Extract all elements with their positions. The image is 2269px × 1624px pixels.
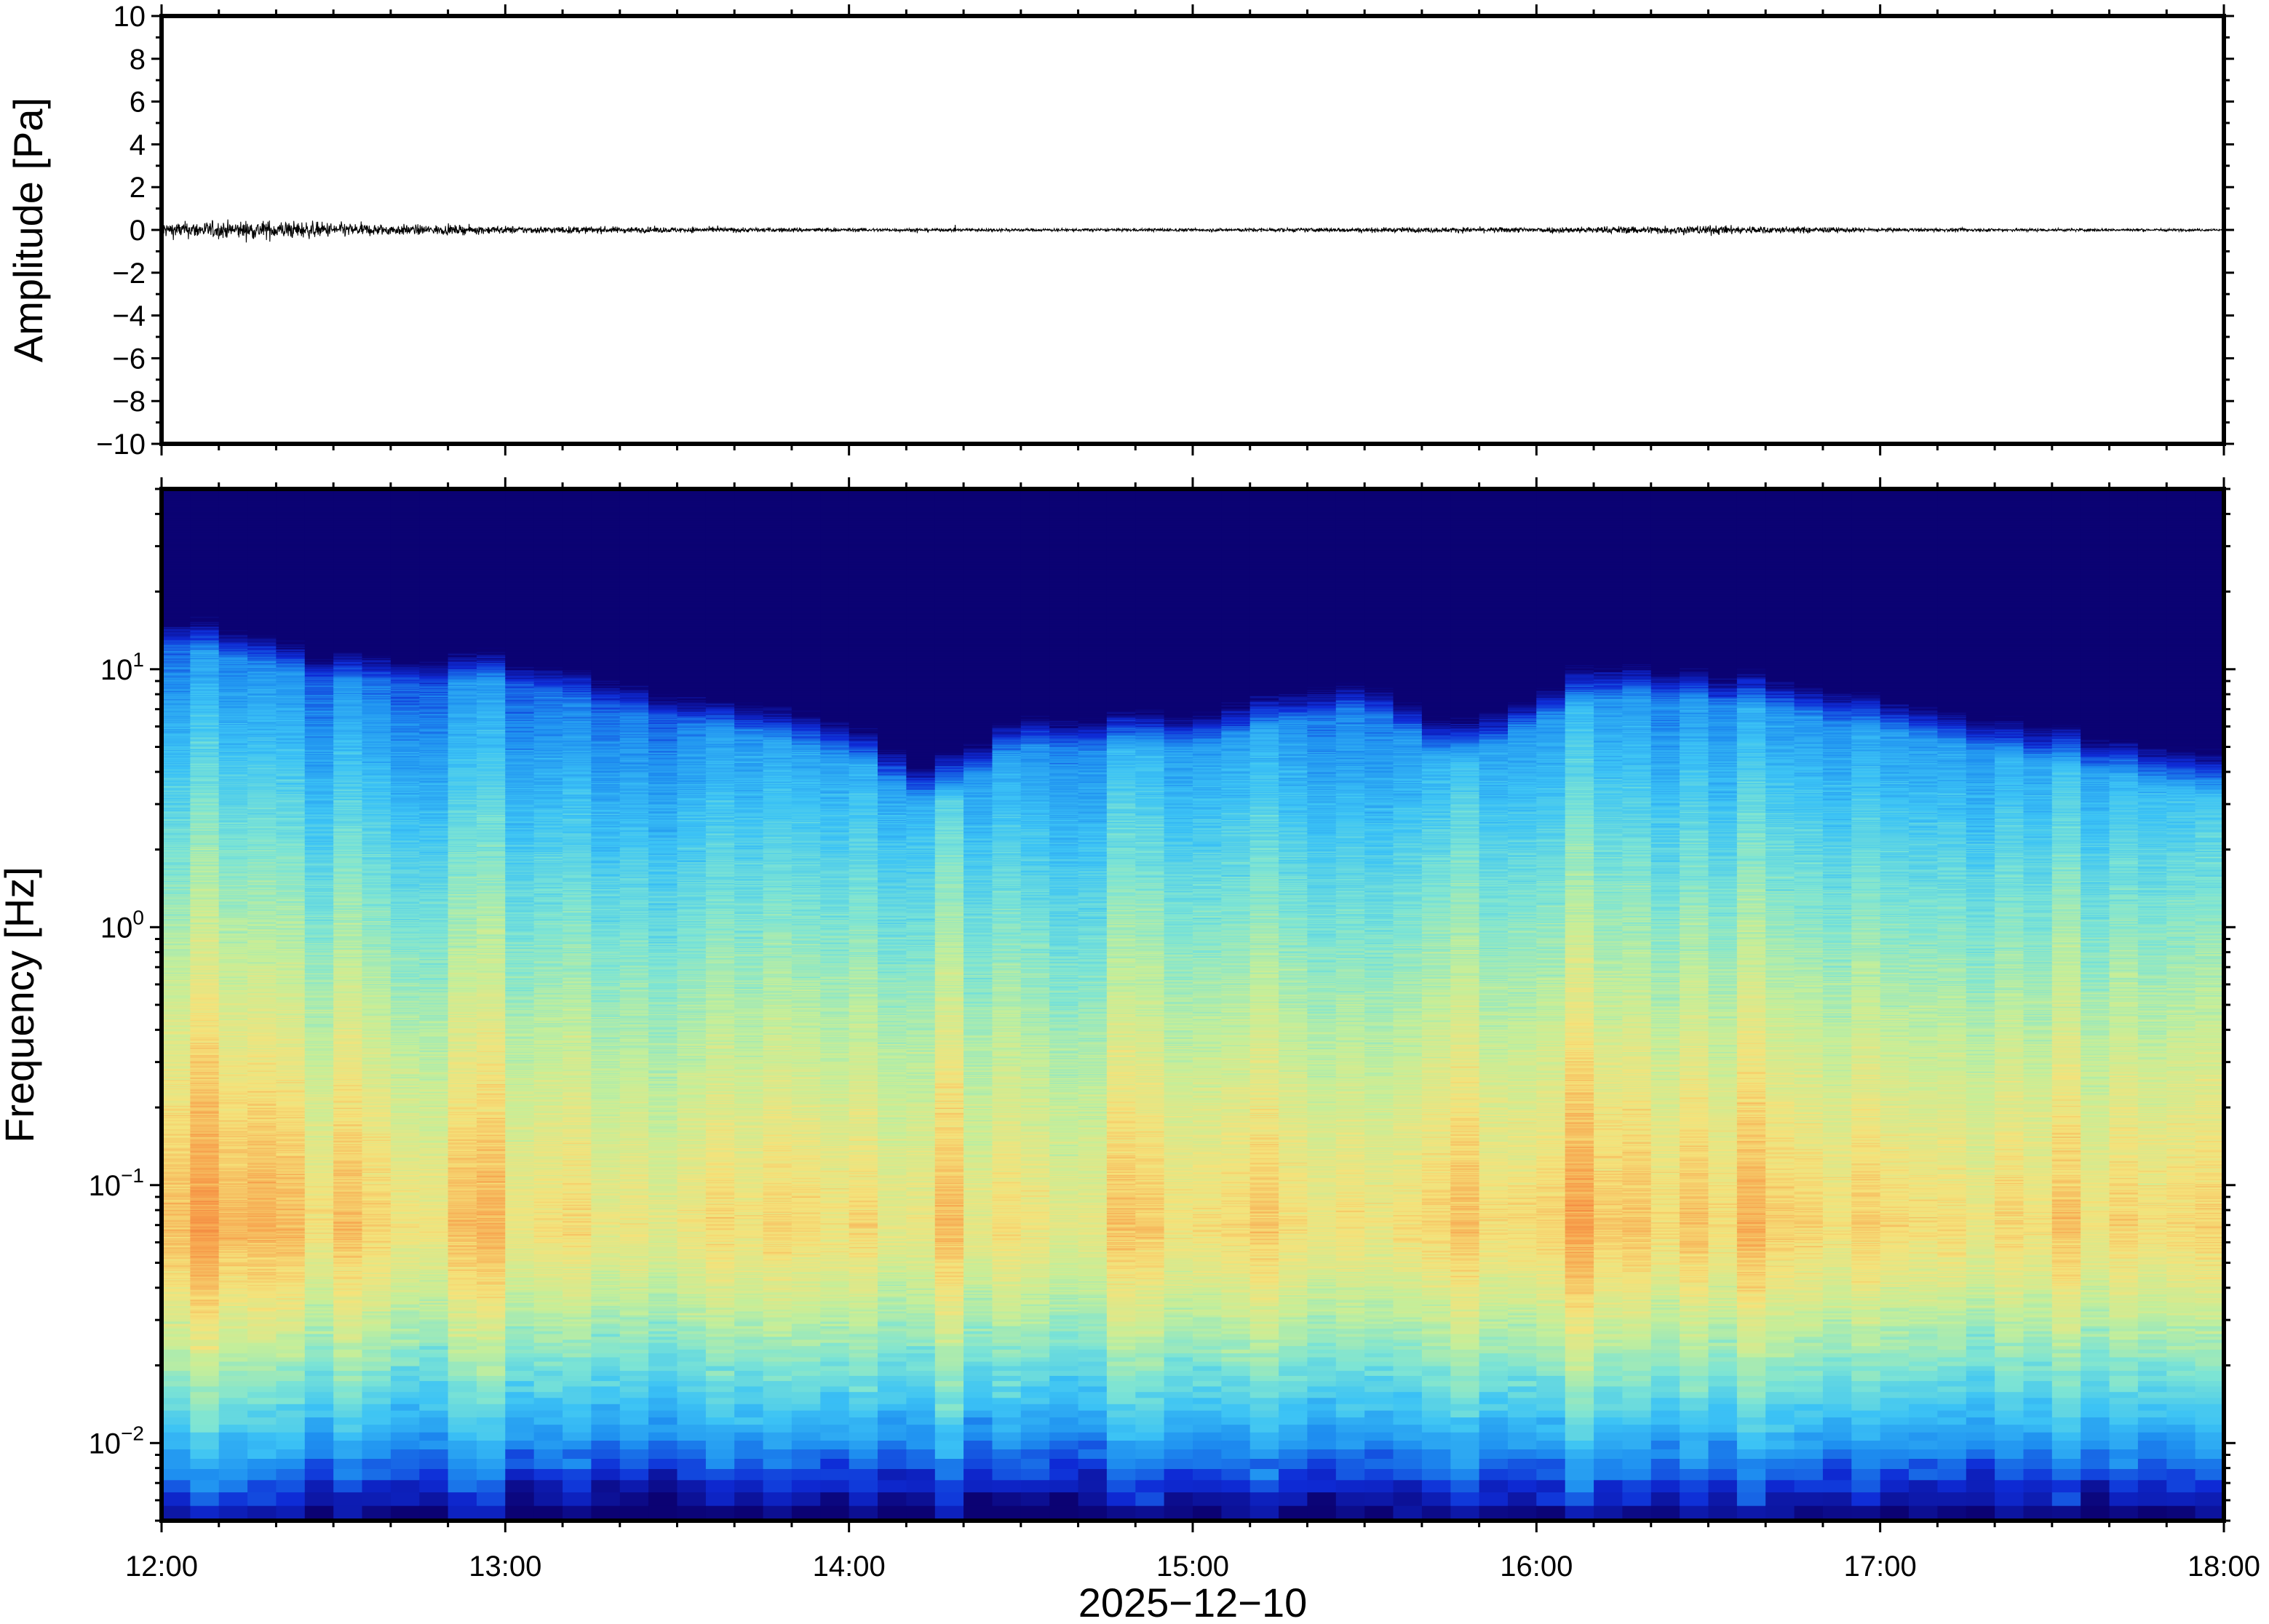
spectrogram-cell [190,1468,219,1480]
spectrogram-cell [190,1449,219,1459]
spectrogram-cell [190,1366,219,1371]
waveform-ytick-label: −4 [112,300,146,333]
waveform-ytick-label: −10 [96,429,146,461]
spectrogram-cell [162,1337,191,1340]
spectrogram-cell [162,1349,191,1353]
spectrogram-cell [162,1340,191,1343]
waveform-ytick-label: 4 [130,129,146,161]
waveform-ylabel: Amplitude [Pa] [5,97,51,362]
spectrogram-cell [162,1346,191,1350]
waveform-ytick-label: 8 [130,44,146,76]
spectrogram-cell [162,1480,191,1492]
spectrogram-cell [162,1492,191,1506]
spectrogram-cell [190,1425,219,1433]
spectrogram-cell [190,1440,219,1449]
spectrogram-cell [190,1349,219,1353]
spectrogram-cell [162,1361,191,1366]
spectrogram-cell [162,1449,191,1459]
spectrogram-cell [190,1404,219,1411]
spectrogram-cell [190,1331,219,1334]
spectrogram-cell [190,1371,219,1376]
spectrogram-cell [190,1410,219,1417]
spectrogram-cell [162,1353,191,1357]
spectrogram-cell [162,1425,191,1433]
spectrogram-cell [190,1353,219,1357]
spectrogram-cell [190,1398,219,1404]
waveform-ytick-label: −2 [112,258,146,290]
spectrogram-heatmap [162,488,2225,1521]
spectrogram-cell [190,1432,219,1441]
spectrogram-cell [162,1334,191,1337]
spectrogram-cell [162,1468,191,1480]
spectrogram-cell [190,1381,219,1387]
waveform-panel: 10 8 6 4 2 0 −2 −4 −6 −8 −10 Amplitude [Pa] [5,1,2234,461]
spectrogram-cell [190,1337,219,1340]
spectrogram-cell [162,1371,191,1376]
spectrogram-cell [190,1417,219,1425]
waveform-ytick-label: −8 [112,386,146,418]
spectrogram-cell [162,1381,191,1387]
spectrogram-cell [162,1410,191,1417]
spectrogram-cell [162,1342,191,1346]
spectrogram-cell [162,1366,191,1371]
spectrogram-cell [162,1331,191,1334]
spectrogram-cell [190,1492,219,1506]
spectrogram-cell [162,1404,191,1411]
spectrogram-cell [190,1340,219,1343]
waveform-ytick-label: 6 [130,87,146,119]
spectrogram-cell [162,1458,191,1469]
spectrogram-cell [190,1346,219,1350]
waveform-ytick-label: 0 [130,215,146,247]
spectrogram-cell [162,1392,191,1398]
spectrogram-cell [162,1375,191,1381]
waveform-ytick-label: 10 [114,1,146,33]
spectrogram-cell [190,1357,219,1362]
spectrogram-cell [162,1357,191,1362]
spectrogram-cell [162,1432,191,1441]
spectrogram-cell [162,1417,191,1425]
waveform-ytick-label: −6 [112,343,146,375]
spectrogram-cell [190,1375,219,1381]
waveform-ytick-label: 2 [130,172,146,204]
spectrogram-cell [190,1326,219,1329]
spectrogram-cell [162,1386,191,1392]
spectrogram-cell [190,1361,219,1366]
spectrogram-cell [190,1342,219,1346]
spectrogram-cell [162,1440,191,1449]
spectrogram-cell [190,1386,219,1392]
spectrogram-cell [190,1392,219,1398]
spectrogram-cell [190,1480,219,1492]
spectrogram-cell [162,1326,191,1329]
spectrogram-cell [190,1458,219,1469]
spectrogram-cell [162,1398,191,1404]
spectrogram-cell [190,1334,219,1337]
